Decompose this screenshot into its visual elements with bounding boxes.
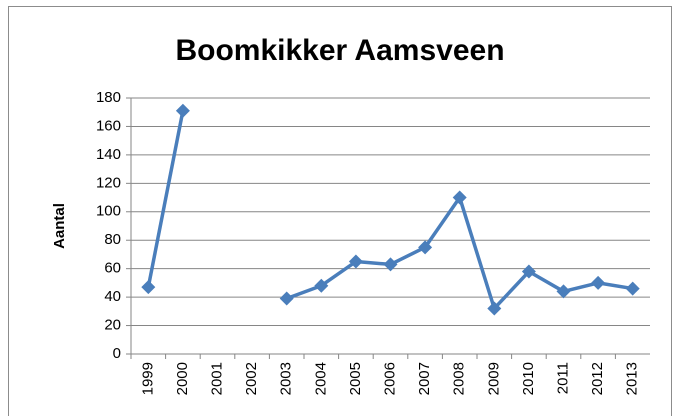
data-point — [314, 278, 329, 293]
chart-border — [8, 6, 672, 416]
x-tick-label: 2012 — [589, 362, 606, 395]
data-point — [521, 264, 536, 279]
data-point — [487, 301, 502, 316]
series-line — [146, 110, 185, 288]
y-tick-label: 80 — [104, 231, 121, 248]
x-tick-label: 2009 — [485, 362, 502, 395]
y-tick-label: 40 — [104, 288, 121, 305]
x-tick-label: 2011 — [554, 362, 571, 394]
data-point — [625, 281, 640, 296]
x-tick-label: 1999 — [139, 362, 156, 395]
x-tick-label: 2003 — [278, 362, 295, 395]
x-tick-label: 2002 — [243, 362, 260, 395]
x-tick-label: 2005 — [347, 362, 364, 395]
data-point — [175, 103, 190, 118]
x-tick-label: 2004 — [312, 362, 329, 395]
y-tick-label: 20 — [104, 317, 121, 334]
data-point — [556, 284, 571, 299]
x-tick-label: 2007 — [416, 362, 433, 395]
x-tick-label: 2001 — [208, 362, 225, 395]
y-tick-label: 60 — [104, 260, 121, 277]
y-tick-label: 160 — [96, 117, 121, 134]
data-point — [452, 190, 467, 205]
chart-title: Boomkikker Aamsveen — [175, 34, 504, 67]
data-point — [279, 291, 294, 306]
x-tick-label: 2000 — [174, 362, 191, 395]
y-tick-label: 180 — [96, 89, 121, 106]
data-point — [383, 257, 398, 272]
x-tick-label: 2008 — [451, 362, 468, 395]
y-tick-label: 100 — [96, 203, 121, 220]
y-tick-label: 140 — [96, 146, 121, 163]
y-tick-label: 120 — [96, 174, 121, 191]
y-tick-label: 0 — [113, 345, 121, 362]
data-point — [418, 240, 433, 255]
data-point — [141, 280, 156, 295]
x-tick-label: 2010 — [520, 362, 537, 395]
x-tick-label: 2006 — [381, 362, 398, 395]
data-point — [591, 275, 606, 290]
x-tick-label: 2013 — [624, 362, 641, 395]
data-point — [348, 254, 363, 269]
y-axis-label: Aantal — [51, 203, 68, 249]
